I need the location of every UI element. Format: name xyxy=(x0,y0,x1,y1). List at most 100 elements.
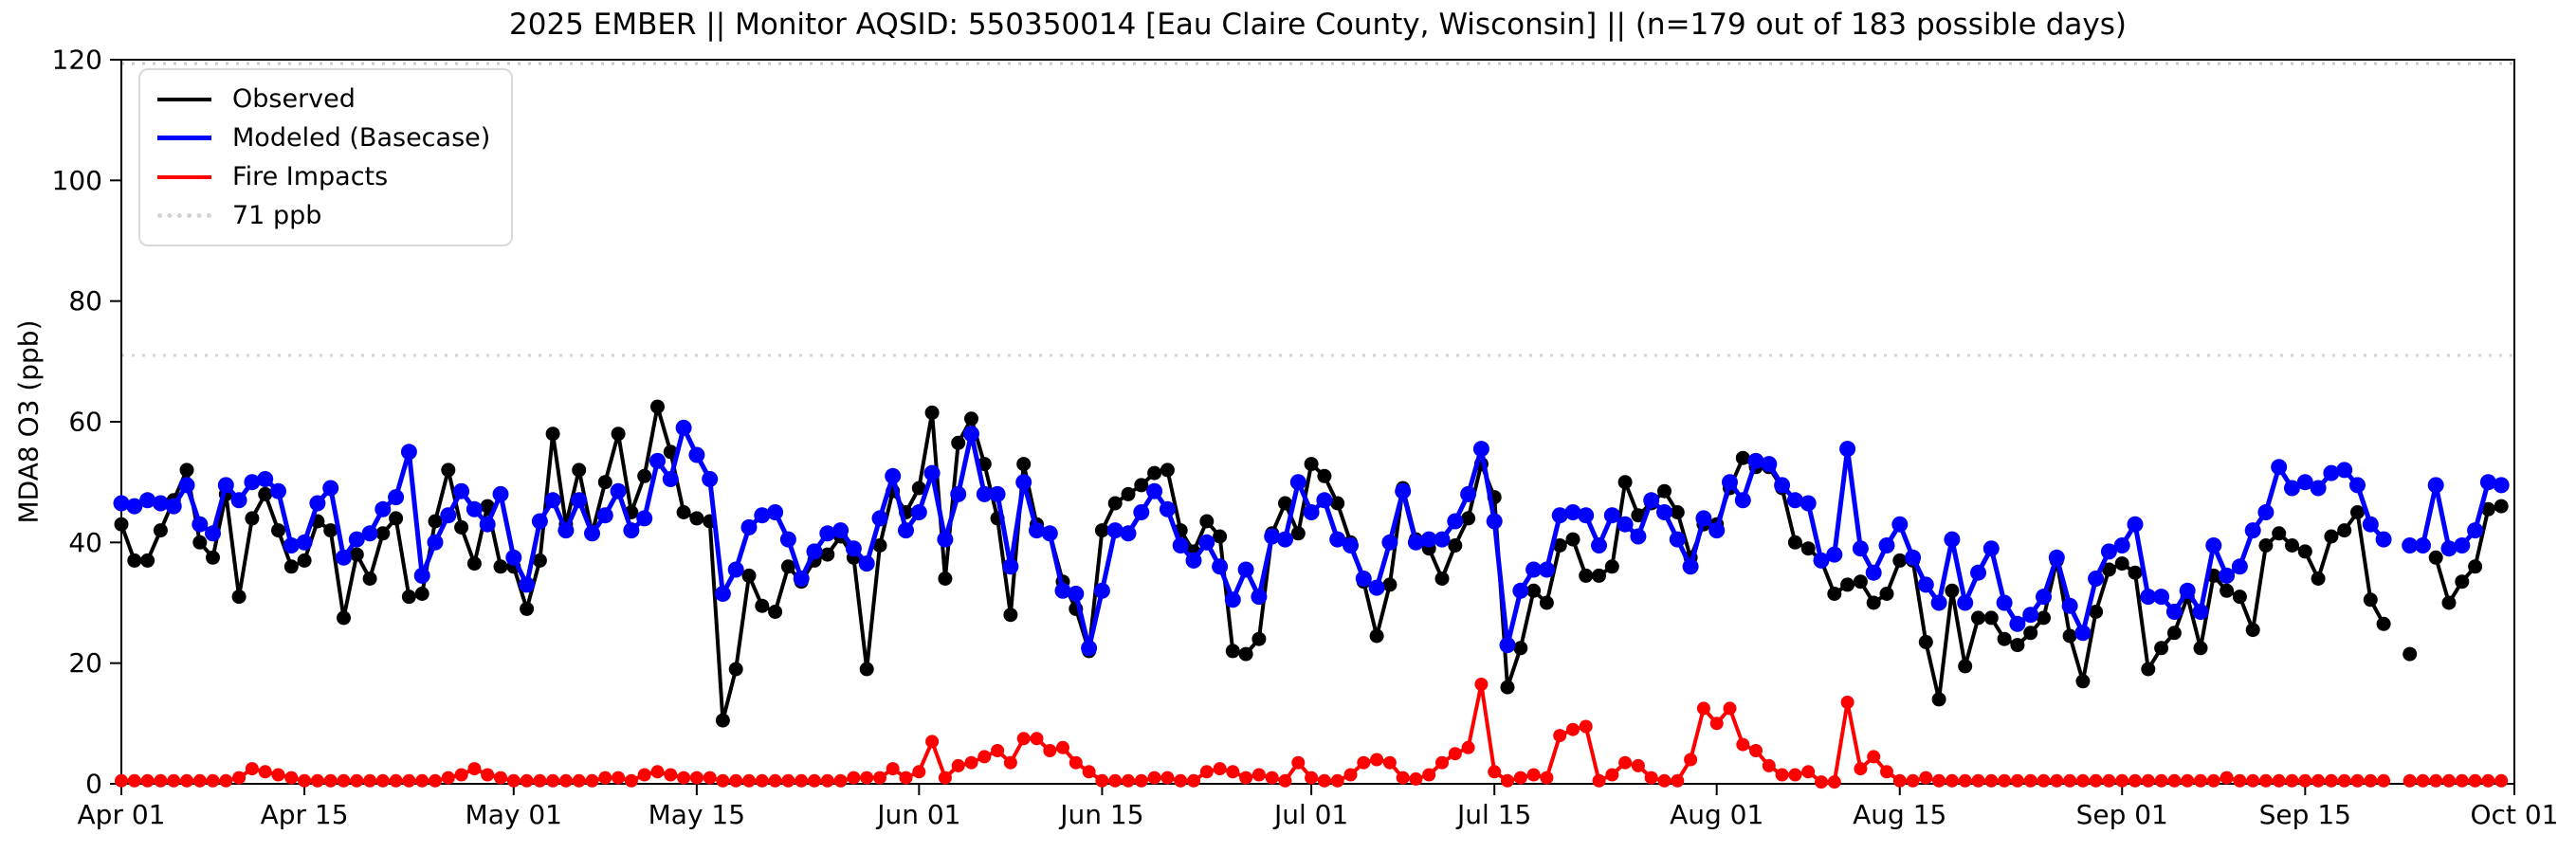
observed-marker xyxy=(2428,550,2443,565)
observed-marker xyxy=(389,511,404,526)
modeled-basecase--marker xyxy=(923,464,941,481)
observed-marker xyxy=(2494,499,2509,514)
legend-item-observed: Observed xyxy=(157,80,490,118)
observed-marker xyxy=(1317,468,1332,483)
modeled-basecase--marker xyxy=(217,477,234,494)
observed-marker xyxy=(1134,478,1149,493)
modeled-basecase--marker xyxy=(1212,558,1229,575)
modeled-basecase--marker xyxy=(283,537,300,554)
fire-impacts-marker xyxy=(781,773,795,788)
modeled-basecase--marker xyxy=(1355,571,1372,587)
fire-impacts-marker xyxy=(1226,765,1240,779)
modeled-basecase--marker xyxy=(1669,531,1686,548)
fire-impacts-marker xyxy=(899,771,913,785)
modeled-basecase--marker xyxy=(871,510,888,527)
fire-impacts-marker xyxy=(1684,753,1698,767)
observed-marker xyxy=(911,481,926,496)
fire-impacts-marker xyxy=(1945,773,1959,788)
legend-item-fire: Fire Impacts xyxy=(157,157,490,196)
observed-marker xyxy=(1866,595,1881,610)
observed-marker xyxy=(1448,538,1463,553)
modeled-basecase--marker xyxy=(2179,582,2196,599)
modeled-basecase--marker xyxy=(1054,582,1071,599)
modeled-basecase--marker xyxy=(976,485,993,502)
fire-impacts-marker xyxy=(1291,755,1306,770)
modeled-basecase--marker xyxy=(1682,558,1699,575)
fire-impacts-marker xyxy=(506,773,521,788)
observed-marker xyxy=(480,499,495,514)
fire-impacts-marker xyxy=(1370,753,1384,767)
observed-marker xyxy=(2480,501,2495,517)
modeled-basecase--marker xyxy=(1368,579,1385,596)
observed-marker xyxy=(2468,559,2483,574)
modeled-basecase--marker xyxy=(113,495,130,512)
observed-marker xyxy=(337,610,351,626)
fire-impacts-marker xyxy=(2494,773,2509,788)
observed-marker xyxy=(1003,608,1018,623)
modeled-basecase--marker xyxy=(309,495,326,512)
observed-marker xyxy=(1918,634,1933,649)
observed-marker xyxy=(1513,641,1528,656)
observed-marker xyxy=(2193,641,2208,656)
observed-marker xyxy=(938,572,953,586)
fire-impacts-marker xyxy=(2154,773,2168,788)
observed-marker xyxy=(1579,568,1594,583)
modeled-basecase--marker xyxy=(1957,594,1974,611)
fire-impacts-marker xyxy=(219,773,233,788)
modeled-basecase--marker xyxy=(2100,543,2117,560)
fire-impacts-marker xyxy=(2102,773,2116,788)
modeled-basecase--marker xyxy=(1146,482,1163,499)
modeled-basecase--marker xyxy=(1343,537,1359,554)
modeled-basecase--marker xyxy=(1656,504,1672,520)
modeled-basecase--marker xyxy=(1329,531,1346,548)
fire-impacts-marker xyxy=(1003,755,1017,770)
modeled-basecase--marker xyxy=(1905,549,1922,566)
observed-marker xyxy=(1997,631,2012,646)
observed-marker xyxy=(1330,496,1345,511)
fire-impacts-marker xyxy=(1343,768,1358,782)
fire-impacts-marker xyxy=(1526,768,1541,782)
observed-marker xyxy=(2101,562,2116,577)
y-tick-label: 100 xyxy=(52,165,102,196)
modeled-basecase--marker xyxy=(192,516,209,533)
modeled-basecase--marker xyxy=(1603,507,1620,524)
x-tick-label: Aug 15 xyxy=(1853,799,1946,830)
observed-marker xyxy=(1016,457,1032,472)
fire-impacts-marker xyxy=(585,773,599,788)
modeled-basecase--marker xyxy=(2271,459,2288,476)
modeled-basecase--marker xyxy=(1643,492,1660,509)
fire-impacts-marker xyxy=(2377,773,2391,788)
observed-marker xyxy=(2075,674,2091,689)
modeled-basecase--marker xyxy=(1826,546,1843,563)
modeled-basecase--marker xyxy=(596,507,613,524)
modeled-basecase--marker xyxy=(1774,477,1791,494)
fire-impacts-marker xyxy=(494,771,507,785)
fire-impacts-marker xyxy=(546,773,560,788)
y-tick-label: 80 xyxy=(68,285,102,317)
modeled-basecase--marker xyxy=(1813,552,1830,569)
fire-impacts-marker xyxy=(964,755,978,770)
modeled-basecase--marker xyxy=(296,534,313,551)
observed-marker xyxy=(780,559,795,574)
observed-marker xyxy=(2324,529,2339,544)
fire-impacts-marker xyxy=(677,771,691,785)
modeled-basecase--marker xyxy=(1591,537,1607,554)
modeled-basecase--marker xyxy=(1041,525,1058,542)
fire-impacts-marker xyxy=(1840,696,1854,709)
observed-marker xyxy=(1500,680,1515,695)
fire-impacts-marker xyxy=(2468,773,2482,788)
observed-marker xyxy=(859,662,874,677)
modeled-basecase--marker xyxy=(1996,594,2013,611)
fire-impacts-marker xyxy=(454,768,468,782)
modeled-basecase--marker xyxy=(1538,561,1555,578)
modeled-basecase--marker xyxy=(675,419,692,436)
modeled-basecase--marker xyxy=(2296,474,2313,491)
fire-impacts-marker xyxy=(689,771,703,785)
fire-impacts-marker xyxy=(2402,773,2417,788)
fire-impacts-marker xyxy=(389,773,403,788)
fire-impacts-marker xyxy=(337,773,351,788)
fire-impacts-marker xyxy=(729,773,743,788)
modeled-basecase--marker xyxy=(2440,540,2457,557)
modeled-basecase--marker xyxy=(1015,474,1032,491)
fire-impacts-marker xyxy=(140,773,155,788)
